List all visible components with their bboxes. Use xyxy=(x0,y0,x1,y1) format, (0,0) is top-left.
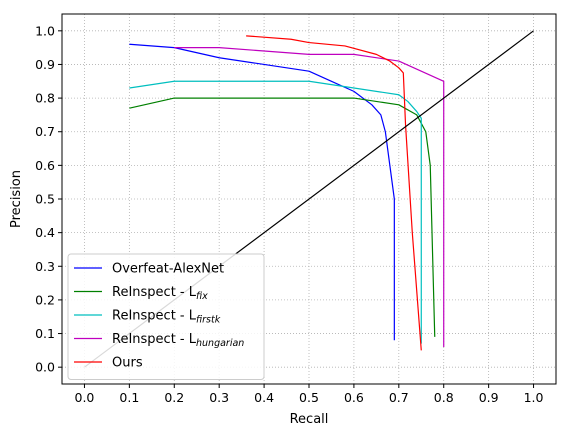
legend-label-subscript: fix xyxy=(196,291,208,302)
series-line-0 xyxy=(129,43,395,341)
x-tick-label: 0.6 xyxy=(344,390,364,405)
legend-label-text: ReInspect - L xyxy=(112,309,197,324)
legend-label-text: Ours xyxy=(112,356,143,371)
y-tick-label: 0.1 xyxy=(35,326,55,341)
series-line-2 xyxy=(129,80,422,344)
legend-label: Overfeat-AlexNet xyxy=(112,262,224,277)
legend-label-text: ReInspect - L xyxy=(112,285,197,300)
legend-label-text: ReInspect - L xyxy=(112,332,197,347)
y-tick-label: 0.2 xyxy=(35,292,55,307)
x-tick-label: 0.4 xyxy=(254,390,274,405)
x-tick-label: 0.0 xyxy=(75,390,95,405)
y-tick-label: 0.5 xyxy=(35,192,55,207)
legend-label-text: Overfeat-AlexNet xyxy=(112,262,224,277)
y-axis-label: Precision xyxy=(9,170,24,228)
series-line-3 xyxy=(174,47,445,347)
legend-label: ReInspect - Lhungarian xyxy=(112,332,244,349)
x-tick-label: 1.0 xyxy=(524,390,544,405)
x-axis-label: Recall xyxy=(290,412,329,427)
legend-label-subscript: hungarian xyxy=(196,338,244,349)
x-tick-label: 0.7 xyxy=(389,390,409,405)
axis-ticks: 0.0 0.1 0.2 0.3 0.4 0.5 0.6 0.7 0.8 0.9 1.0 0.0 0.1 0… xyxy=(35,23,543,405)
legend-label: Ours xyxy=(112,356,143,371)
y-tick-label: 0.3 xyxy=(35,259,55,274)
legend-label-subscript: firstk xyxy=(196,315,221,326)
y-tick-label: 0.0 xyxy=(35,360,55,375)
series-line-1 xyxy=(129,97,436,337)
y-tick-label: 0.4 xyxy=(35,225,55,240)
legend-label: ReInspect - Lfix xyxy=(112,285,208,302)
x-tick-label: 0.3 xyxy=(209,390,229,405)
x-tick-label: 0.9 xyxy=(479,390,499,405)
y-tick-label: 1.0 xyxy=(35,23,55,38)
legend-label: ReInspect - Lfirstk xyxy=(112,309,221,326)
series-line-4 xyxy=(246,35,422,351)
x-tick-label: 0.8 xyxy=(434,390,454,405)
x-tick-label: 0.2 xyxy=(164,390,184,405)
y-tick-label: 0.7 xyxy=(35,124,55,139)
x-tick-label: 0.1 xyxy=(119,390,139,405)
y-tick-label: 0.9 xyxy=(35,57,55,72)
y-tick-label: 0.8 xyxy=(35,91,55,106)
x-tick-label: 0.5 xyxy=(299,390,319,405)
legend-box xyxy=(67,253,265,380)
y-tick-label: 0.6 xyxy=(35,158,55,173)
